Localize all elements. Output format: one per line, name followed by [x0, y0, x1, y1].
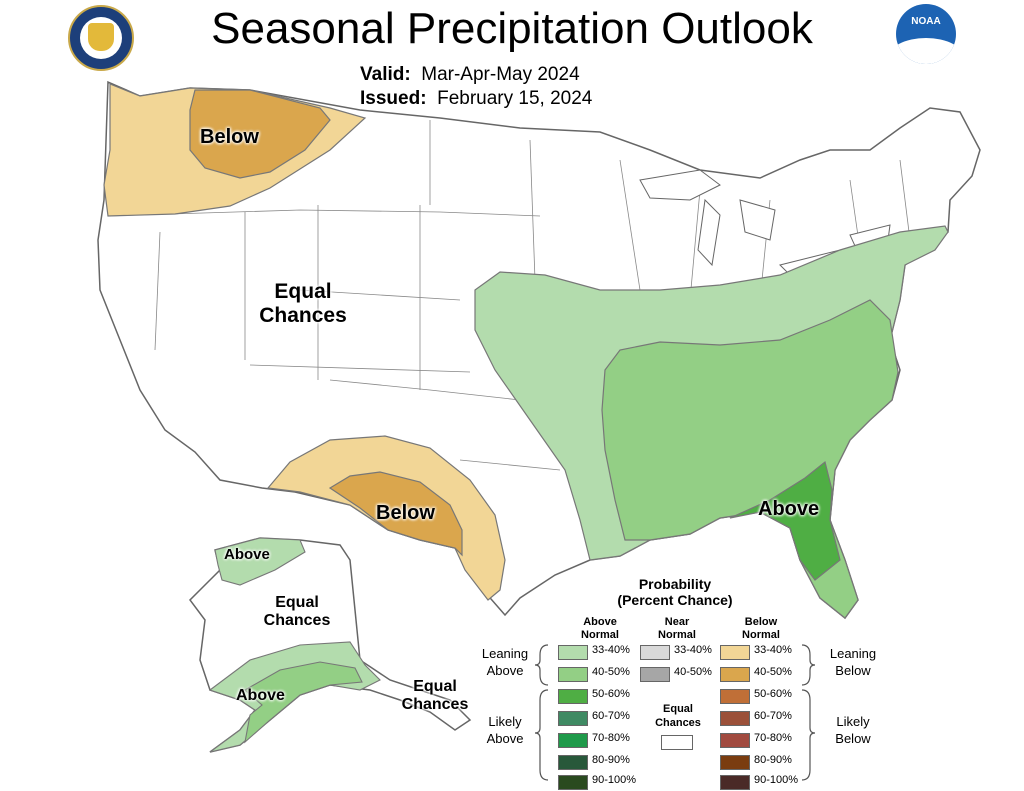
legend-col-above-line2: Normal: [581, 629, 619, 642]
legend-near-0-swatch: [640, 645, 670, 660]
legend-col-below: Below Normal: [726, 616, 796, 642]
issued-label: Issued:: [360, 88, 427, 109]
legend-below-2-swatch: [720, 689, 750, 704]
legend-equal-line1: Equal: [663, 703, 693, 715]
legend-below-4-label: 70-80%: [754, 732, 792, 744]
legend-col-near-line1: Near: [664, 616, 690, 628]
legend-likely-below-line2: Below: [835, 730, 871, 746]
legend-leaning-above-line1: Leaning: [481, 646, 529, 661]
east-above-40-50: [601, 299, 899, 619]
legend-above-6-label: 90-100%: [592, 774, 637, 786]
legend-col-below-line2: Normal: [742, 629, 780, 642]
legend-above-2-label: 50-60%: [592, 688, 630, 700]
ak-above-s-label: Above: [236, 687, 285, 704]
commerce-seal-logo: [68, 5, 134, 71]
ak-se-equal-line1: Equal: [413, 678, 457, 695]
valid-value: Mar-Apr-May 2024: [421, 64, 580, 85]
nw-below-label: Below: [200, 126, 259, 148]
legend-col-near: Near Normal: [642, 616, 712, 642]
legend-below-4-swatch: [720, 733, 750, 748]
legend-below-2-label: 50-60%: [754, 688, 792, 700]
legend-likely-below: Likely Below: [818, 714, 888, 748]
legend-above-4-label: 70-80%: [592, 732, 630, 744]
legend-likely-above: Likely Above: [474, 714, 536, 748]
issued-value: February 15, 2024: [437, 88, 593, 109]
legend-leaning-below: Leaning Below: [818, 646, 888, 680]
legend-below-1-swatch: [720, 667, 750, 682]
legend-likely-below-line1: Likely: [836, 714, 870, 729]
legend-leaning-above-line2: Above: [486, 662, 524, 678]
legend-braces: [534, 644, 816, 781]
ak-above-nw-label: Above: [224, 546, 270, 563]
legend-above-4-swatch: [558, 733, 588, 748]
legend-col-above: Above Normal: [565, 616, 635, 642]
legend-col-below-line1: Below: [744, 616, 778, 628]
legend-title-line2: (Percent Chance): [617, 592, 733, 609]
legend-leaning-below-line2: Below: [835, 662, 871, 678]
ak-above-nw: [214, 537, 306, 586]
west-equal-label: Equal Chances: [248, 280, 358, 328]
legend-leaning-above: Leaning Above: [474, 646, 536, 680]
legend-leaning-below-line1: Leaning: [829, 646, 877, 661]
legend-below-5-swatch: [720, 755, 750, 770]
legend-equal-chances: Equal Chances: [640, 703, 716, 731]
legend-swatch-equal: [661, 735, 693, 750]
legend-below-1-label: 40-50%: [754, 666, 792, 678]
legend-above-0-swatch: [558, 645, 588, 660]
legend-equal-line2: Chances: [655, 716, 701, 729]
legend-above-3-swatch: [558, 711, 588, 726]
legend-near-0-label: 33-40%: [674, 644, 712, 656]
legend-below-6-label: 90-100%: [754, 774, 799, 786]
ak-equal-label: Equal Chances: [252, 594, 342, 631]
sw-below-label: Below: [376, 502, 435, 524]
valid-label: Valid:: [360, 64, 411, 85]
west-equal-line1: Equal: [274, 280, 332, 303]
sw-below-40-50: [328, 471, 463, 557]
legend-above-5-swatch: [558, 755, 588, 770]
ak-above-s-40-50: [244, 661, 363, 744]
legend-below-3-swatch: [720, 711, 750, 726]
legend-col-above-line1: Above: [583, 616, 617, 628]
legend-above-6-swatch: [558, 775, 588, 790]
legend-near-1-label: 40-50%: [674, 666, 712, 678]
legend-above-2-swatch: [558, 689, 588, 704]
ak-se-equal-line2: Chances: [401, 696, 469, 714]
eagle-icon: [88, 23, 114, 51]
nw-below-40-50: [189, 89, 331, 179]
west-equal-line2: Chances: [259, 304, 347, 328]
ak-equal-line1: Equal: [275, 594, 319, 611]
ak-equal-line2: Chances: [263, 612, 331, 630]
legend-below-0-swatch: [720, 645, 750, 660]
valid-line: Valid: Mar-Apr-May 2024: [360, 64, 580, 86]
legend-near-1-swatch: [640, 667, 670, 682]
legend-above-3-label: 60-70%: [592, 710, 630, 722]
legend-likely-above-line1: Likely: [488, 714, 522, 729]
legend-below-6-swatch: [720, 775, 750, 790]
legend-below-0-label: 33-40%: [754, 644, 792, 656]
legend-likely-above-line2: Above: [486, 730, 524, 746]
noaa-logo: NOAA: [896, 4, 956, 64]
legend-above-1-swatch: [558, 667, 588, 682]
issued-line: Issued: February 15, 2024: [360, 88, 592, 110]
se-above-label: Above: [758, 498, 820, 520]
se-above-50-60: [729, 460, 841, 581]
legend-above-5-label: 80-90%: [592, 754, 630, 766]
ak-se-equal-label: Equal Chances: [390, 678, 480, 715]
legend-above-1-label: 40-50%: [592, 666, 630, 678]
page-title: Seasonal Precipitation Outlook: [211, 4, 813, 53]
legend-title-line1: Probability: [638, 576, 712, 592]
legend-below-5-label: 80-90%: [754, 754, 792, 766]
legend-above-0-label: 33-40%: [592, 644, 630, 656]
legend-col-near-line2: Normal: [658, 629, 696, 642]
legend-below-3-label: 60-70%: [754, 710, 792, 722]
legend-title: Probability (Percent Chance): [590, 576, 760, 608]
